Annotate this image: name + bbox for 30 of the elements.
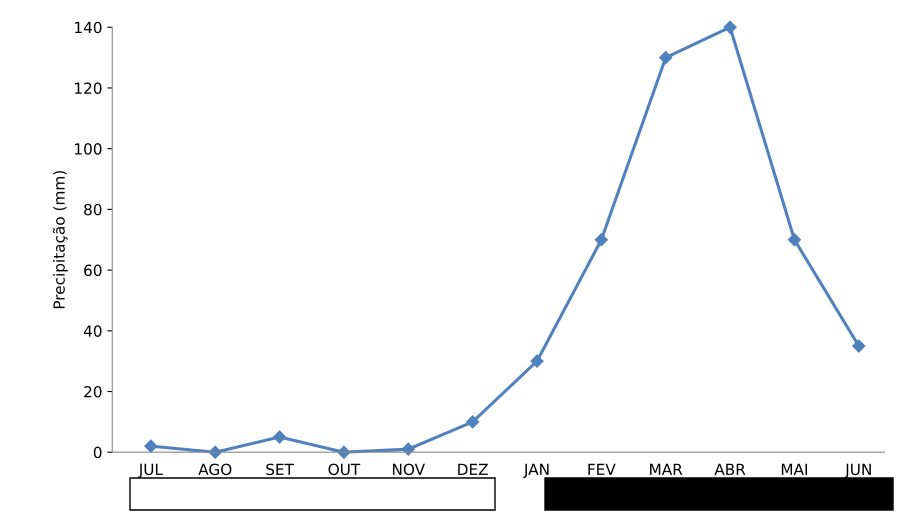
x-tick-label: JAN: [523, 464, 549, 478]
x-tick-label: FEV: [588, 464, 616, 475]
point: [852, 339, 866, 353]
point: [723, 20, 737, 34]
x-tick-label: AGO: [198, 464, 232, 476]
point: [530, 354, 544, 368]
y-tick-label: 120: [75, 82, 102, 94]
y-tick-label: 100: [75, 143, 102, 155]
point: [659, 51, 672, 64]
y-tick-label: 60: [84, 264, 102, 276]
point: [144, 440, 158, 453]
y-tick-label: 80: [84, 204, 102, 216]
x-tick-label: SET: [266, 464, 294, 476]
x-tick-label: JUL: [138, 464, 163, 478]
point: [466, 415, 480, 428]
x-tick-label: JUN: [844, 464, 871, 478]
x-tick-label: MAI: [782, 464, 807, 475]
x-tick-label: DEZ: [458, 464, 488, 475]
y-axis-title: Precipitação (mm): [52, 171, 68, 308]
x-tick-label: OUT: [328, 464, 360, 476]
x-tick-label: MAR: [650, 464, 682, 475]
point: [594, 233, 608, 246]
y-tick-label: 40: [84, 325, 102, 337]
point: [272, 430, 286, 444]
x-tick-label: NOV: [392, 464, 425, 476]
y-tick-label: 0: [94, 446, 102, 458]
x-tick-label: ABR: [714, 464, 746, 475]
point: [788, 233, 802, 246]
y-tick-label: 20: [84, 386, 102, 398]
y-tick-label: 140: [75, 22, 102, 34]
